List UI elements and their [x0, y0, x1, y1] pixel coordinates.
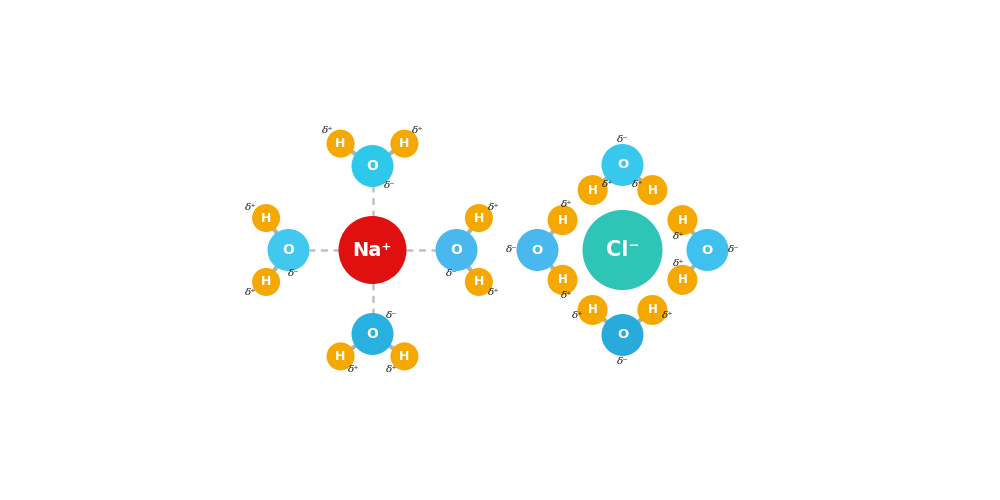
Text: δ⁻: δ⁻	[728, 246, 739, 254]
Text: δ⁺: δ⁺	[572, 312, 583, 320]
Circle shape	[465, 268, 493, 296]
Text: δ⁺: δ⁺	[673, 232, 684, 240]
Text: δ⁺: δ⁺	[662, 312, 673, 320]
Circle shape	[516, 229, 558, 271]
Text: δ⁺: δ⁺	[245, 202, 257, 211]
Circle shape	[436, 229, 478, 271]
Circle shape	[327, 130, 355, 158]
Text: H: H	[647, 184, 657, 196]
Text: H: H	[335, 137, 346, 150]
Text: H: H	[399, 350, 410, 363]
Circle shape	[390, 130, 418, 158]
Text: δ⁺: δ⁺	[488, 288, 500, 298]
Circle shape	[548, 205, 578, 235]
Text: δ⁺: δ⁺	[322, 126, 333, 135]
Text: δ⁻: δ⁻	[288, 270, 299, 278]
Circle shape	[637, 175, 667, 205]
Circle shape	[667, 265, 697, 295]
Circle shape	[338, 216, 406, 284]
Text: δ⁻: δ⁻	[384, 180, 396, 190]
Text: O: O	[451, 243, 462, 257]
Text: H: H	[588, 184, 598, 196]
Circle shape	[390, 342, 418, 370]
Text: H: H	[474, 276, 484, 288]
Text: δ⁺: δ⁺	[386, 365, 397, 374]
Text: H: H	[261, 212, 271, 224]
Circle shape	[352, 145, 394, 187]
Text: H: H	[647, 304, 657, 316]
Text: H: H	[399, 137, 410, 150]
Text: H: H	[588, 304, 598, 316]
Text: δ⁺: δ⁺	[412, 126, 423, 135]
Text: δ⁻: δ⁻	[506, 246, 517, 254]
Circle shape	[686, 229, 728, 271]
Circle shape	[268, 229, 310, 271]
Text: H: H	[558, 274, 568, 286]
Circle shape	[465, 204, 493, 232]
Circle shape	[602, 314, 644, 356]
Circle shape	[667, 205, 697, 235]
Text: δ⁺: δ⁺	[245, 288, 257, 298]
Circle shape	[578, 175, 608, 205]
Text: H: H	[474, 212, 484, 224]
Text: δ⁻: δ⁻	[386, 310, 397, 320]
Circle shape	[578, 295, 608, 325]
Text: H: H	[558, 214, 568, 226]
Text: O: O	[532, 244, 543, 256]
Text: O: O	[367, 327, 378, 341]
Text: O: O	[617, 328, 628, 342]
Text: H: H	[677, 274, 687, 286]
Text: Cl⁻: Cl⁻	[606, 240, 639, 260]
Circle shape	[548, 265, 578, 295]
Text: Na⁺: Na⁺	[353, 240, 392, 260]
Circle shape	[637, 295, 667, 325]
Circle shape	[582, 210, 662, 290]
Circle shape	[252, 204, 280, 232]
Text: O: O	[367, 159, 378, 173]
Text: δ⁻: δ⁻	[617, 136, 628, 144]
Text: δ⁺: δ⁺	[673, 260, 684, 268]
Text: δ⁺: δ⁺	[488, 202, 500, 211]
Circle shape	[327, 342, 355, 370]
Text: δ⁻: δ⁻	[446, 270, 457, 278]
Text: δ⁺: δ⁺	[561, 200, 572, 208]
Text: H: H	[261, 276, 271, 288]
Text: δ⁻: δ⁻	[617, 356, 628, 366]
Text: O: O	[617, 158, 628, 172]
Text: H: H	[335, 350, 346, 363]
Text: δ⁺: δ⁺	[632, 180, 643, 188]
Circle shape	[602, 144, 644, 186]
Text: δ⁺: δ⁺	[348, 365, 359, 374]
Text: O: O	[702, 244, 713, 256]
Text: δ⁺: δ⁺	[561, 292, 572, 300]
Circle shape	[252, 268, 280, 296]
Text: O: O	[283, 243, 294, 257]
Text: δ⁺: δ⁺	[602, 180, 613, 188]
Text: H: H	[677, 214, 687, 226]
Circle shape	[352, 313, 394, 355]
